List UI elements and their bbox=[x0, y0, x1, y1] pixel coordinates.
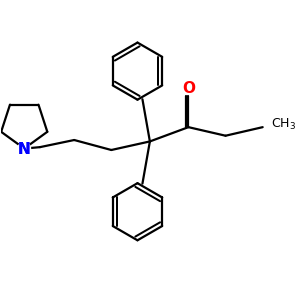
Text: CH$_3$: CH$_3$ bbox=[271, 117, 296, 132]
Circle shape bbox=[18, 142, 31, 155]
Text: N: N bbox=[18, 142, 31, 158]
Text: N: N bbox=[18, 142, 31, 158]
Text: O: O bbox=[182, 81, 195, 96]
